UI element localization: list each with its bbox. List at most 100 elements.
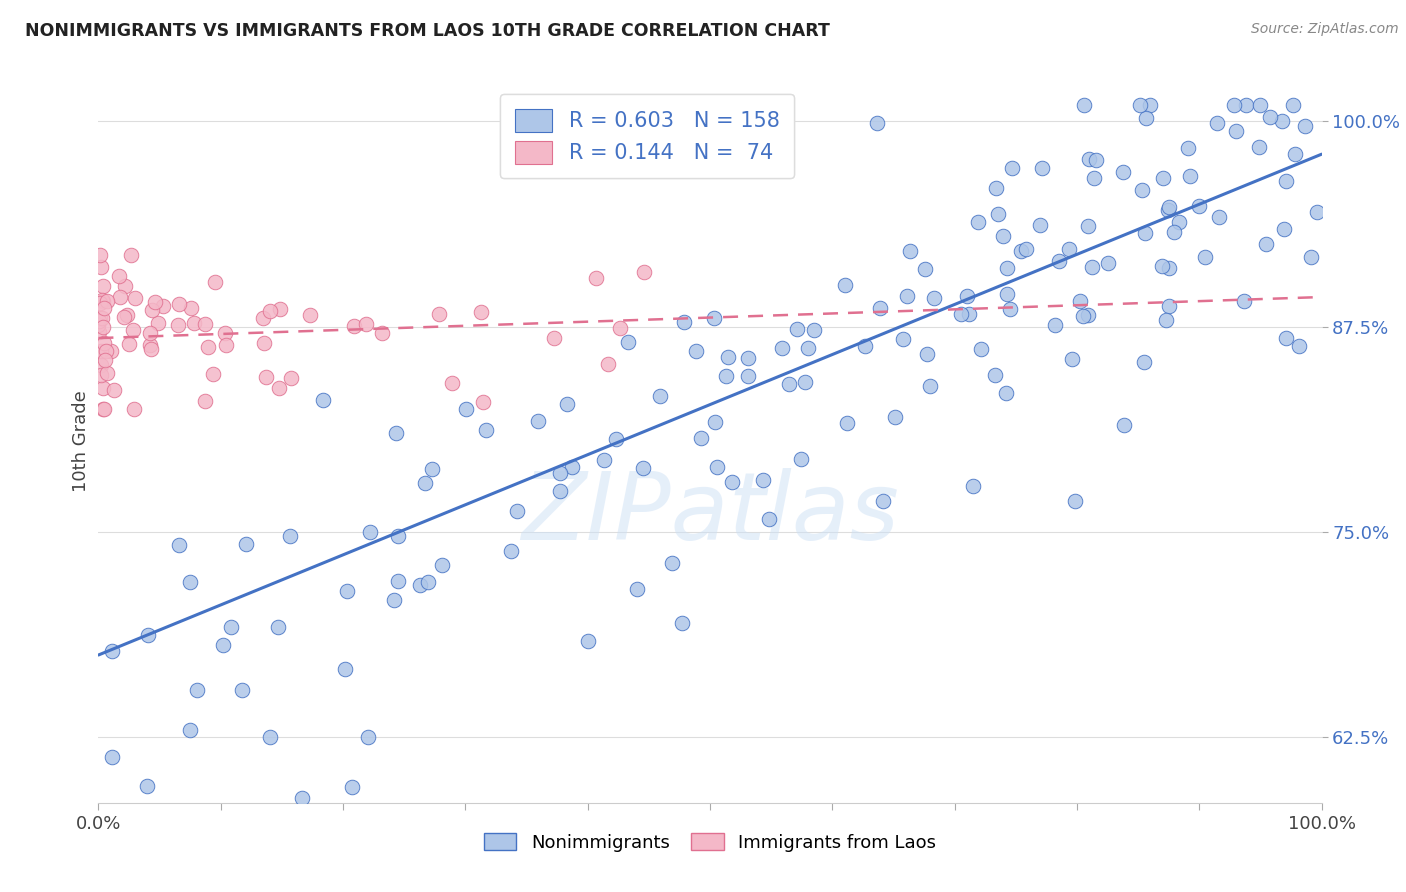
Point (1139, 98, 1161, 112)
Point (1057, 242, 1080, 256)
Point (186, 683, 208, 698)
Point (869, 301, 891, 316)
Point (1064, 494, 1087, 508)
Point (1083, 171, 1105, 186)
Point (117, 309, 139, 323)
Point (957, 307, 980, 321)
Point (269, 301, 291, 316)
Point (987, 206, 1010, 220)
Point (1129, 98, 1152, 112)
Point (1001, 161, 1024, 175)
Point (219, 620, 242, 634)
Point (114, 278, 136, 293)
Point (1275, 331, 1298, 345)
Point (202, 367, 225, 381)
Point (1249, 98, 1271, 112)
Point (786, 322, 808, 336)
Point (167, 538, 190, 552)
Point (866, 116, 889, 130)
Point (103, 383, 125, 397)
Point (90, 260, 112, 274)
Point (259, 730, 281, 744)
Point (548, 466, 571, 480)
Point (561, 460, 583, 475)
Point (900, 244, 922, 258)
Point (1194, 250, 1216, 264)
Point (253, 336, 276, 351)
Point (141, 302, 163, 317)
Point (631, 461, 654, 475)
Point (548, 483, 571, 498)
Point (96, 294, 118, 309)
Point (1152, 259, 1174, 273)
Point (384, 425, 406, 440)
Point (291, 790, 314, 805)
Point (179, 723, 201, 737)
Point (1029, 219, 1052, 233)
Point (336, 584, 359, 599)
Text: ZIPatlas: ZIPatlas (522, 468, 898, 559)
Point (298, 309, 321, 323)
Point (837, 416, 859, 430)
Point (416, 574, 439, 589)
Point (359, 524, 381, 539)
Point (1294, 120, 1316, 134)
Point (470, 305, 492, 319)
Point (714, 369, 737, 384)
Point (617, 334, 640, 349)
Point (108, 290, 131, 304)
Point (89, 295, 111, 310)
Point (427, 307, 450, 321)
Point (1152, 171, 1174, 186)
Point (1223, 98, 1246, 112)
Point (1178, 169, 1201, 183)
Point (1284, 146, 1306, 161)
Point (136, 628, 159, 642)
Point (139, 342, 162, 356)
Point (633, 265, 655, 279)
Point (91, 279, 114, 293)
Point (91, 293, 114, 308)
Point (998, 301, 1021, 316)
Point (853, 339, 876, 353)
Point (991, 229, 1014, 244)
Point (148, 316, 170, 330)
Point (108, 268, 131, 283)
Point (139, 338, 162, 352)
Point (87, 325, 110, 339)
Point (252, 311, 274, 326)
Point (758, 512, 780, 526)
Point (118, 336, 141, 351)
Point (91, 310, 114, 325)
Point (1060, 351, 1083, 366)
Point (1132, 183, 1154, 197)
Point (278, 529, 301, 543)
Point (501, 543, 523, 558)
Point (685, 344, 707, 359)
Point (267, 620, 290, 634)
Point (1236, 98, 1258, 112)
Point (94, 353, 117, 368)
Point (441, 376, 464, 391)
Point (454, 402, 477, 417)
Text: NONIMMIGRANTS VS IMMIGRANTS FROM LAOS 10TH GRADE CORRELATION CHART: NONIMMIGRANTS VS IMMIGRANTS FROM LAOS 10… (25, 22, 830, 40)
Point (475, 424, 498, 438)
Point (1077, 219, 1099, 233)
Point (472, 394, 495, 409)
Point (370, 326, 392, 340)
Point (387, 574, 409, 588)
Point (1097, 256, 1119, 270)
Point (120, 248, 142, 262)
Point (212, 638, 235, 652)
Point (884, 410, 907, 425)
Point (1168, 215, 1191, 229)
Point (1157, 203, 1180, 218)
Point (87, 318, 110, 332)
Point (1163, 225, 1185, 239)
Point (101, 644, 124, 658)
Point (1081, 260, 1104, 274)
Point (1085, 153, 1108, 167)
Point (914, 261, 936, 276)
Point (1249, 140, 1271, 154)
Point (1157, 260, 1180, 275)
